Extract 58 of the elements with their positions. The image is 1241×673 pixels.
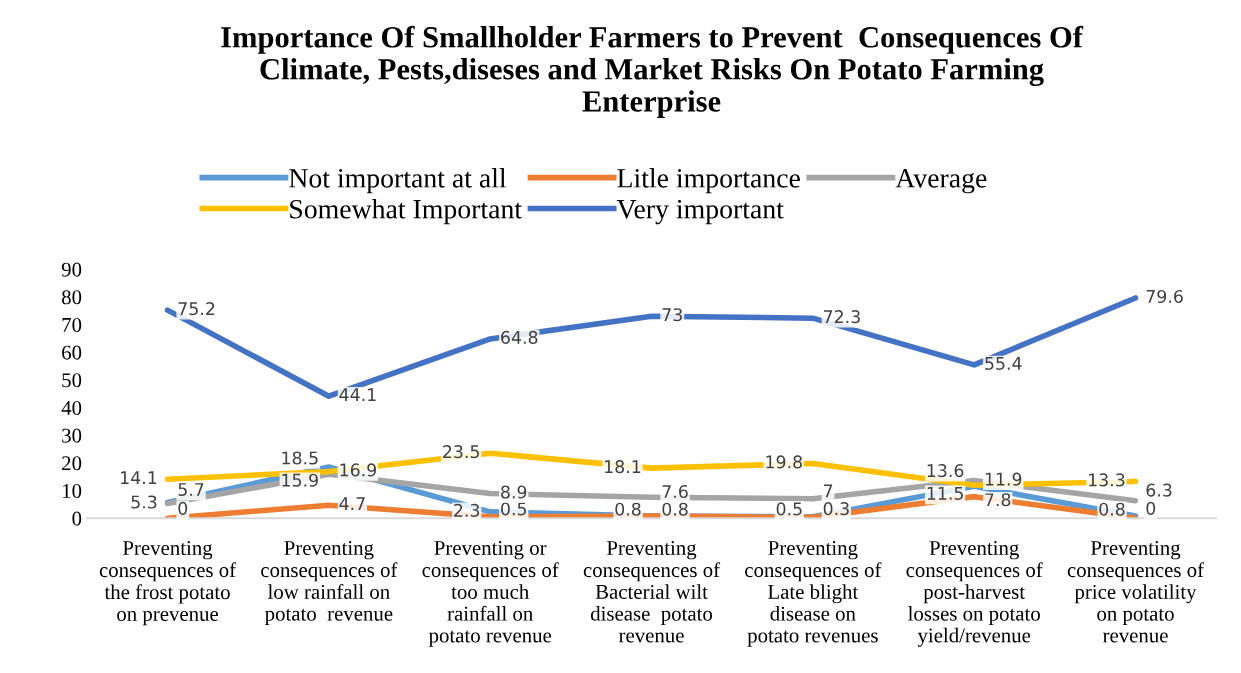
- data-label: 73: [662, 308, 682, 322]
- data-label: 13.6: [927, 464, 964, 478]
- data-label: 0.5: [776, 502, 802, 516]
- x-tick-label: Preventing consequences of Bacterial wilt disease potato revenue: [583, 541, 721, 643]
- data-label: 4.7: [339, 497, 365, 510]
- data-label: 0.3: [823, 502, 849, 516]
- data-label: 5.3: [131, 495, 157, 509]
- legend-label: Average: [895, 169, 987, 194]
- data-label: 0.8: [662, 502, 688, 516]
- y-tick-label: 80: [61, 290, 82, 305]
- data-label: 7.8: [985, 493, 1011, 507]
- y-tick-label: 0: [72, 511, 82, 526]
- data-label: 0.5: [501, 502, 527, 516]
- x-tick-label: Preventing consequences of post-harvest losses on potato yield/revenue: [906, 541, 1043, 647]
- data-label: 75.2: [178, 302, 215, 316]
- data-label: 0: [1146, 501, 1156, 515]
- data-label: 23.5: [443, 445, 479, 459]
- y-tick-label: 90: [61, 262, 82, 277]
- data-label: 0: [178, 501, 188, 515]
- data-label: 18.5: [282, 451, 318, 465]
- data-label: 72.3: [824, 310, 860, 324]
- data-label: 19.8: [766, 455, 802, 469]
- data-label: 64.8: [501, 330, 538, 344]
- y-tick-label: 50: [62, 373, 82, 388]
- legend-label: Not important at all: [289, 168, 507, 194]
- x-tick-label: Preventing consequences of Late blight disease on potato revenues: [745, 541, 882, 647]
- data-label: 2.3: [454, 503, 480, 517]
- x-tick-label: Preventing consequences of price volatility on potato revenue: [1067, 541, 1205, 643]
- data-label: 5.7: [178, 483, 204, 497]
- data-label: 79.6: [1146, 289, 1183, 304]
- data-label: 18.1: [605, 460, 641, 474]
- y-tick-label: 30: [62, 428, 82, 443]
- data-label: 7: [824, 484, 833, 498]
- y-tick-label: 60: [62, 345, 82, 360]
- x-tick-label: Preventing or consequences of too much rainfall on potato revenue: [422, 541, 559, 647]
- legend-label: Somewhat Important: [290, 199, 522, 225]
- data-label: 15.9: [282, 473, 318, 487]
- x-tick-label: Preventing consequences of the frost potato on prevenue: [99, 541, 237, 626]
- data-label: 13.3: [1089, 473, 1125, 487]
- data-label: 14.1: [121, 471, 157, 484]
- data-label: 55.4: [985, 357, 1022, 370]
- y-tick-label: 70: [62, 317, 82, 332]
- data-label: 0.8: [615, 502, 641, 516]
- data-label: 7.6: [662, 484, 688, 499]
- y-tick-label: 20: [62, 456, 82, 471]
- data-label: 11.5: [927, 486, 963, 500]
- legend-label: Very important: [616, 199, 784, 225]
- data-label: 6.3: [1146, 483, 1172, 497]
- x-tick-label: Preventing consequences of low rainfall on potato revenue: [261, 541, 398, 625]
- legend-label: Litle importance: [617, 168, 800, 194]
- chart-title: Importance Of Smallholder Farmers to Prevent Consequences Of Climate, Pests,diseses and Market Risks On Potato Farming Enterprise: [221, 25, 1084, 118]
- data-label: 0.8: [1099, 502, 1125, 516]
- data-label: 8.9: [501, 485, 527, 499]
- data-label: 11.9: [985, 472, 1022, 486]
- y-tick-label: 40: [61, 400, 82, 415]
- data-label: 16.9: [340, 463, 377, 477]
- data-label: 44.1: [339, 388, 376, 401]
- y-tick-label: 10: [63, 483, 82, 498]
